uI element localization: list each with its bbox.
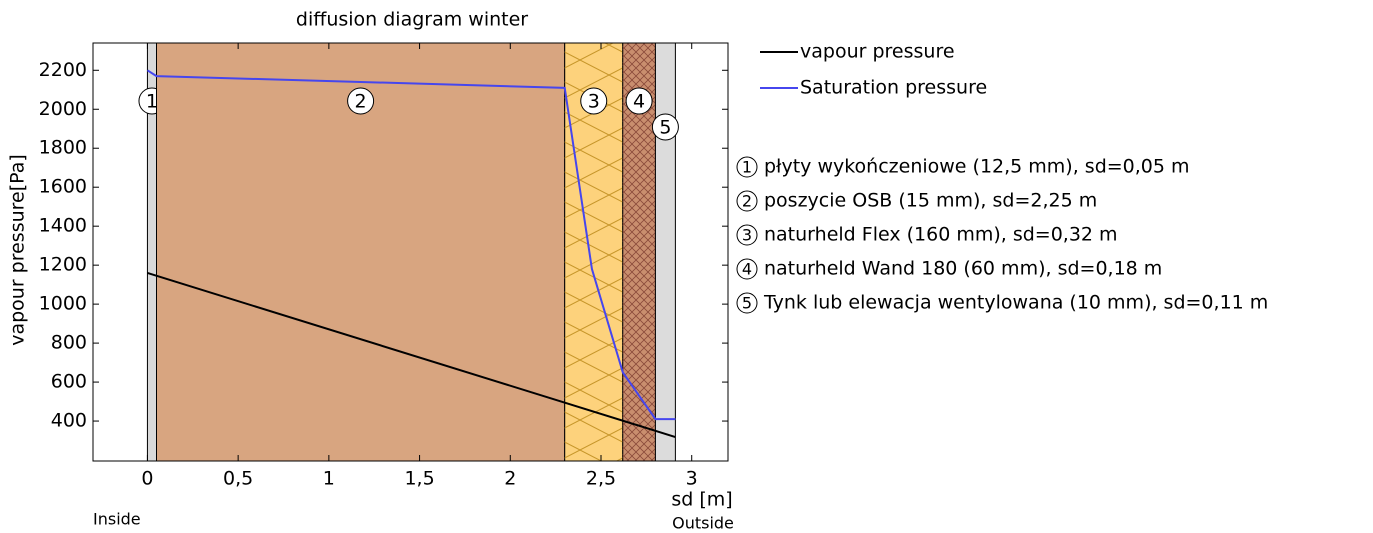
annotation: Inside [93, 510, 141, 529]
legend-label: vapour pressure [800, 41, 955, 63]
legend-marker [736, 258, 758, 280]
x-tick-label: 1 [323, 468, 335, 490]
layer [654, 42, 676, 462]
x-tick-label: 0,5 [223, 468, 253, 490]
layer-marker [347, 87, 375, 115]
y-tick-label: 2200 [39, 59, 87, 81]
legend-marker [736, 156, 758, 178]
layer-marker-label: 2 [355, 91, 367, 113]
legend-label: Tynk lub elewacja wentylowana (10 mm), s… [763, 292, 1268, 314]
y-tick-label: 1600 [39, 176, 87, 198]
chart-title: diffusion diagram winter [296, 9, 528, 31]
legend-label: Saturation pressure [800, 77, 987, 99]
series-line [146, 69, 676, 421]
legend-label: naturheld Wand 180 (60 mm), sd=0,18 m [764, 258, 1162, 280]
y-axis-label: vapour pressure[Pa] [7, 154, 29, 346]
y-tick-label: 1200 [39, 254, 87, 276]
x-axis-label: sd [m] [671, 489, 732, 511]
x-tick-label: 0 [141, 468, 153, 490]
layer-marker-label: 1 [146, 91, 158, 113]
y-tick-label: 600 [51, 371, 87, 393]
x-tick-label: 1,5 [404, 468, 434, 490]
legend-marker-label: 5 [742, 294, 752, 313]
x-tick-label: 2,5 [586, 468, 616, 490]
annotation: Outside [672, 514, 734, 533]
legend-label: poszycie OSB (15 mm), sd=2,25 m [764, 190, 1097, 212]
x-tick-label: 3 [686, 468, 698, 490]
layer [156, 42, 566, 462]
legend-marker-label: 1 [742, 158, 752, 177]
layer-marker [580, 87, 608, 115]
layer-marker-label: 3 [588, 91, 600, 113]
y-tick-label: 1000 [39, 293, 87, 315]
layer-marker [625, 87, 653, 115]
y-tick-label: 1800 [39, 137, 87, 159]
x-tick-label: 2 [504, 468, 516, 490]
legend-marker [736, 224, 758, 246]
legend-marker-label: 3 [742, 226, 752, 245]
legend-marker-label: 2 [742, 192, 752, 211]
legend-marker [736, 190, 758, 212]
layer-marker [651, 113, 679, 141]
legend-marker-label: 4 [742, 260, 752, 279]
series-line [147, 271, 676, 438]
layer-marker-label: 4 [633, 91, 645, 113]
layer-marker-label: 5 [659, 117, 671, 139]
legend-label: naturheld Flex (160 mm), sd=0,32 m [764, 224, 1118, 246]
y-tick-label: 2000 [39, 98, 87, 120]
y-tick-label: 800 [51, 332, 87, 354]
y-tick-label: 400 [51, 410, 87, 432]
legend-marker [736, 292, 758, 314]
y-tick-label: 1400 [39, 215, 87, 237]
plot-frame [92, 42, 729, 462]
legend-label: płyty wykończeniowe (12,5 mm), sd=0,05 m [764, 156, 1190, 178]
